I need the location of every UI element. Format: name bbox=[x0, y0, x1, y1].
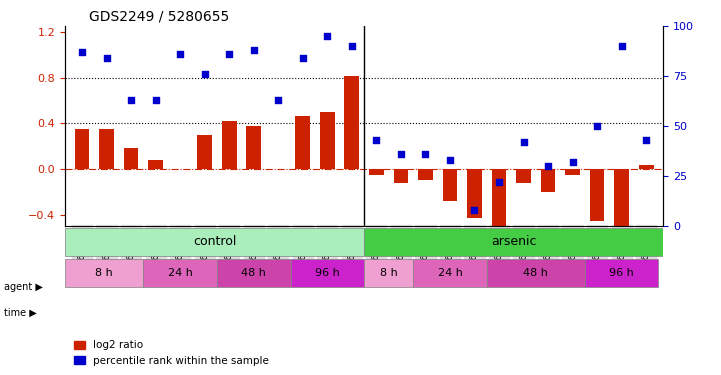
Point bbox=[640, 137, 652, 143]
Point bbox=[150, 97, 162, 103]
Bar bbox=[492, 169, 506, 228]
Bar bbox=[99, 129, 114, 169]
Text: 96 h: 96 h bbox=[609, 268, 634, 278]
Bar bbox=[217, 259, 291, 287]
Point bbox=[420, 151, 431, 157]
Bar bbox=[291, 259, 364, 287]
Bar bbox=[364, 228, 663, 256]
Point bbox=[199, 71, 211, 77]
Bar bbox=[418, 169, 433, 180]
Point bbox=[273, 97, 284, 103]
Point bbox=[297, 55, 309, 61]
Point bbox=[101, 55, 112, 61]
Bar bbox=[345, 76, 359, 169]
Bar bbox=[585, 259, 658, 287]
Point bbox=[322, 33, 333, 39]
Bar bbox=[65, 228, 364, 256]
Point bbox=[616, 43, 627, 49]
Bar bbox=[443, 169, 457, 201]
Point bbox=[591, 123, 603, 129]
Text: time ▶: time ▶ bbox=[4, 308, 36, 318]
Text: 24 h: 24 h bbox=[438, 268, 462, 278]
Bar bbox=[565, 169, 580, 175]
Bar bbox=[143, 259, 217, 287]
Point bbox=[518, 139, 529, 145]
Point bbox=[224, 51, 235, 57]
Bar bbox=[198, 135, 212, 169]
Text: 48 h: 48 h bbox=[242, 268, 266, 278]
Point bbox=[76, 49, 88, 55]
Bar bbox=[149, 160, 163, 169]
Bar bbox=[247, 126, 261, 169]
Bar bbox=[296, 116, 310, 169]
Point bbox=[248, 47, 260, 53]
Point bbox=[542, 163, 554, 169]
Point bbox=[395, 151, 407, 157]
Text: control: control bbox=[193, 235, 236, 248]
Bar bbox=[222, 121, 236, 169]
Point bbox=[125, 97, 137, 103]
Text: 24 h: 24 h bbox=[168, 268, 193, 278]
Text: 96 h: 96 h bbox=[315, 268, 340, 278]
Bar bbox=[124, 148, 138, 169]
Point bbox=[371, 137, 382, 143]
Bar bbox=[487, 259, 585, 287]
Text: agent ▶: agent ▶ bbox=[4, 282, 43, 292]
Point bbox=[174, 51, 186, 57]
Text: arsenic: arsenic bbox=[491, 235, 536, 248]
Bar bbox=[467, 169, 482, 218]
Bar bbox=[364, 259, 413, 287]
Point bbox=[346, 43, 358, 49]
Text: 8 h: 8 h bbox=[380, 268, 397, 278]
Bar bbox=[516, 169, 531, 183]
Bar bbox=[320, 112, 335, 169]
Bar bbox=[75, 129, 89, 169]
Legend: log2 ratio, percentile rank within the sample: log2 ratio, percentile rank within the s… bbox=[70, 336, 273, 370]
Point bbox=[567, 159, 578, 165]
Bar bbox=[614, 169, 629, 226]
Bar bbox=[639, 165, 653, 169]
Text: GDS2249 / 5280655: GDS2249 / 5280655 bbox=[89, 10, 229, 24]
Bar bbox=[541, 169, 555, 192]
Bar bbox=[394, 169, 408, 183]
Point bbox=[469, 207, 480, 213]
Point bbox=[493, 179, 505, 185]
Text: 48 h: 48 h bbox=[523, 268, 548, 278]
Point bbox=[444, 157, 456, 163]
Text: 8 h: 8 h bbox=[95, 268, 113, 278]
Bar bbox=[369, 169, 384, 175]
Bar bbox=[590, 169, 604, 221]
Bar bbox=[65, 259, 143, 287]
Bar bbox=[413, 259, 487, 287]
